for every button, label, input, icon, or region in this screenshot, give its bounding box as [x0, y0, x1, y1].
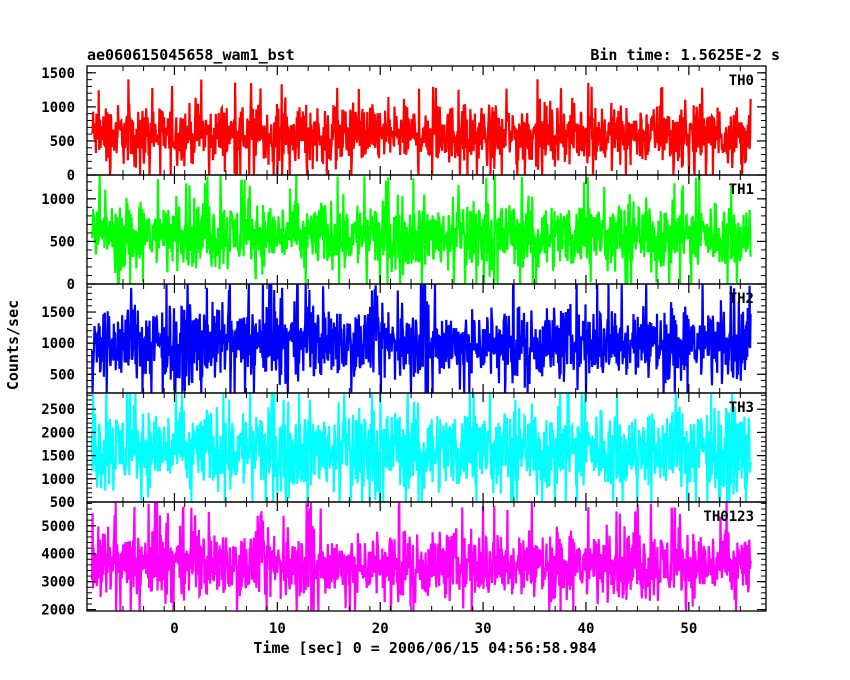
panel-frame — [86, 501, 767, 612]
y-tick-label: 2000 — [41, 425, 75, 441]
panel-label-th0123: TH0123 — [703, 509, 754, 525]
panel-label-th3: TH3 — [729, 400, 754, 416]
y-tick-label: 500 — [50, 367, 75, 383]
x-tick-label: 20 — [372, 621, 389, 637]
y-tick-label: 1000 — [41, 472, 75, 488]
y-tick-label: 0 — [67, 277, 75, 293]
series-th2 — [91, 284, 752, 393]
y-tick-label: 500 — [50, 495, 75, 511]
y-tick-label: 3000 — [41, 575, 75, 591]
y-tick-label: 1500 — [41, 305, 75, 321]
series-th0 — [91, 79, 752, 175]
x-tick-label: 50 — [680, 621, 697, 637]
panel-th0123: 2000 3000 4000 5000 TH0123 — [41, 501, 767, 619]
y-tick-label: 2500 — [41, 402, 75, 418]
y-tick-label: 5000 — [41, 519, 75, 535]
series-th3 — [91, 393, 752, 502]
panel-label-th0: TH0 — [729, 73, 754, 89]
y-tick-label: 1000 — [41, 336, 75, 352]
y-tick-label: 1000 — [41, 192, 75, 208]
y-tick-label: 1500 — [41, 66, 75, 82]
y-tick-label: 2000 — [41, 603, 75, 619]
y-axis-title: Counts/sec — [4, 300, 22, 390]
panel-label-th2: TH2 — [729, 291, 754, 307]
y-tick-label: 4000 — [41, 547, 75, 563]
x-tick-label: 30 — [475, 621, 492, 637]
y-tick-label: 500 — [50, 234, 75, 250]
series-th1 — [91, 175, 752, 284]
panel-label-th1: TH1 — [729, 182, 754, 198]
panel-th0: 0 500 1000 1500 TH0 — [41, 65, 767, 184]
y-tick-label: 0 — [67, 168, 75, 184]
y-tick-label: 1000 — [41, 100, 75, 116]
x-axis-title: Time [sec] 0 = 2006/06/15 04:56:58.984 — [253, 639, 596, 657]
x-tick-labels: 0 10 20 30 40 50 — [170, 621, 697, 637]
panels-group: 0 500 1000 1500 TH0 0 500 1000 TH1 500 1000 1500 TH2… — [41, 65, 767, 619]
x-tick-label: 0 — [170, 621, 178, 637]
panel-th2: 500 1000 1500 TH2 — [41, 283, 767, 394]
x-tick-label: 10 — [269, 621, 286, 637]
x-tick-label: 40 — [578, 621, 595, 637]
y-tick-label: 500 — [50, 134, 75, 150]
panel-th3: 500 1000 1500 2000 2500 TH3 — [41, 392, 767, 511]
series-th0123 — [91, 502, 752, 611]
chart-title: ae060615045658_wam1_bst — [87, 46, 295, 64]
panel-th1: 0 500 1000 TH1 — [41, 174, 767, 293]
bin-time-label: Bin time: 1.5625E-2 s — [590, 46, 780, 64]
y-tick-label: 1500 — [41, 449, 75, 465]
